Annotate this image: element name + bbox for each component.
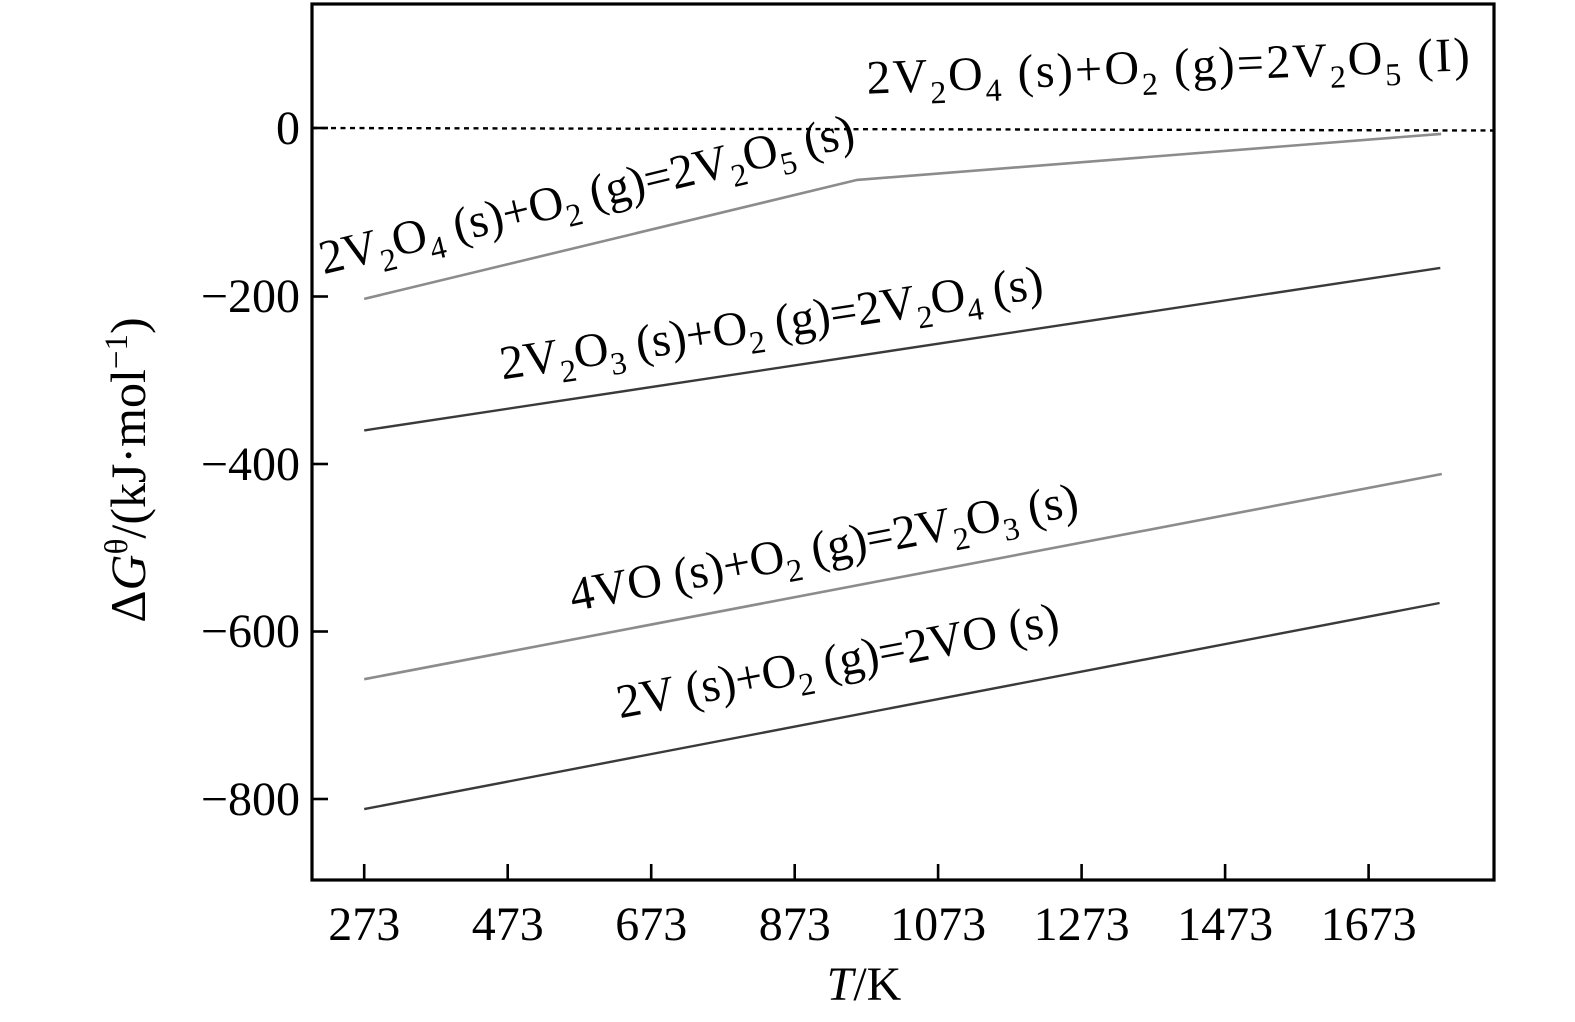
svg-text:2V (s)+O2 (g)=2VO (s): 2V (s)+O2 (g)=2VO (s)	[612, 593, 1065, 737]
svg-text:1073: 1073	[890, 898, 986, 951]
svg-text:−400: −400	[201, 438, 300, 491]
svg-text:273: 273	[328, 898, 400, 951]
svg-text:−200: −200	[201, 270, 300, 323]
svg-text:T/K: T/K	[827, 958, 902, 1011]
svg-text:873: 873	[759, 898, 831, 951]
svg-text:ΔGθ/(kJ·mol−1): ΔGθ/(kJ·mol−1)	[99, 317, 156, 622]
svg-text:1473: 1473	[1177, 898, 1273, 951]
svg-text:0: 0	[276, 102, 300, 155]
svg-text:673: 673	[615, 898, 687, 951]
svg-text:−800: −800	[201, 773, 300, 826]
svg-text:2V2O4 (s)+O2 (g)=2V2O5 (I): 2V2O4 (s)+O2 (g)=2V2O5 (I)	[865, 28, 1473, 113]
svg-text:−600: −600	[201, 605, 300, 658]
svg-text:2V2O3 (s)+O2 (g)=2V2O4 (s): 2V2O3 (s)+O2 (g)=2V2O4 (s)	[496, 256, 1048, 398]
svg-text:473: 473	[472, 898, 544, 951]
svg-text:1273: 1273	[1034, 898, 1130, 951]
svg-text:1673: 1673	[1321, 898, 1417, 951]
